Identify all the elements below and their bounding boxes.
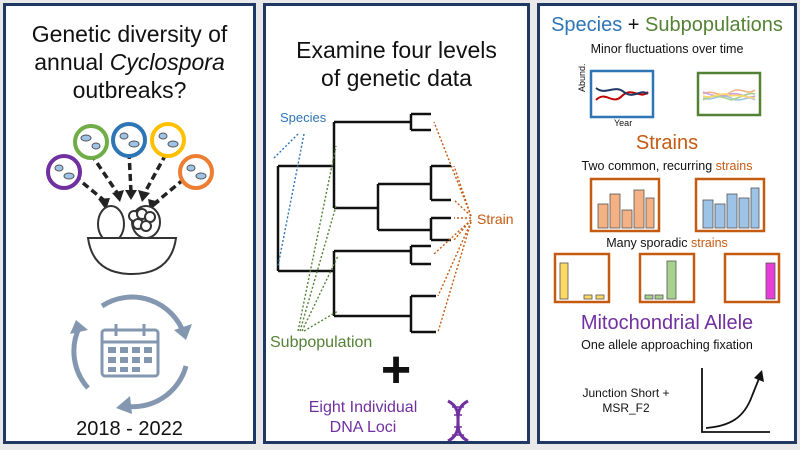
calendar-icon <box>100 324 160 378</box>
microbe-circle-icon <box>46 122 214 190</box>
annual-cycle-illustration <box>70 294 192 414</box>
species-line-chart <box>589 69 655 119</box>
dna-loci-line1: Eight Individual <box>308 399 418 416</box>
subtitle-sporadic-strains: Many sporadic strains <box>606 236 728 250</box>
mito-loci-label: Junction Short + MSR_F2 <box>566 386 686 416</box>
sporadic-strain-chart-yellow <box>553 252 611 304</box>
microbe-to-fruit-illustration <box>46 122 214 276</box>
subpopulation-line-chart <box>696 71 762 117</box>
panel-genetic-levels: Examine four levels of genetic data <box>263 3 530 444</box>
mito-loci-line1: Junction Short + <box>582 386 670 400</box>
word-strains-common: strains <box>715 159 753 173</box>
fixation-curve-chart <box>701 368 770 433</box>
dna-loci-line2: DNA Loci <box>329 419 397 436</box>
heading-mitochondrial-allele: Mitochondrial Allele <box>580 312 754 334</box>
panel2-title: Examine four levels of genetic data <box>266 36 527 92</box>
panel-results: Species + Subpopulations Minor fluctuati… <box>537 3 797 444</box>
panel-outbreak-question: Genetic diversity of annual Cyclospora o… <box>3 3 256 444</box>
common-strain-bar-chart-orange <box>589 177 661 233</box>
dna-loci-label: Eight Individual DNA Loci <box>288 398 438 438</box>
heading-plus: + <box>622 14 646 36</box>
heading-species: Species <box>551 14 623 36</box>
heading-subpopulations: Subpopulations <box>645 14 783 36</box>
subtitle-allele-fixation: One allele approaching fixation <box>581 338 753 352</box>
panel1-title-line3: outbreaks? <box>72 77 187 103</box>
phylogenetic-tree-icon <box>273 112 472 334</box>
label-species: Species <box>280 110 327 125</box>
panel2-title-line1: Examine four levels <box>296 37 497 63</box>
fruit-bowl-icon <box>86 205 178 276</box>
subtitle-minor-fluctuations: Minor fluctuations over time <box>590 42 744 56</box>
axis-year: Year <box>614 118 633 128</box>
common-strain-bar-chart-blue <box>694 177 766 233</box>
sporadic-strain-chart-pink <box>723 252 781 304</box>
heading-strains: Strains <box>635 132 699 154</box>
panel1-title-line2: annual Cyclospora <box>34 49 225 75</box>
years-range: 2018 - 2022 <box>76 418 183 440</box>
sporadic-strain-chart-green <box>638 252 696 304</box>
subtitle-common-strains: Two common, recurring strains <box>581 159 753 173</box>
word-strains-sporadic: strains <box>690 236 728 250</box>
panel2-title-line2: of genetic data <box>321 65 472 91</box>
panel1-title: Genetic diversity of annual Cyclospora o… <box>6 20 253 104</box>
dna-helix-icon <box>447 399 469 441</box>
cycle-arrows-icon <box>71 294 189 410</box>
mito-loci-line2: MSR_F2 <box>602 401 650 415</box>
label-strain: Strain <box>477 211 514 227</box>
panel1-title-line1: Genetic diversity of <box>31 21 228 47</box>
cyclospora-italic: Cyclospora <box>109 49 225 75</box>
plus-sign: + <box>380 341 412 399</box>
label-subpopulation: Subpopulation <box>270 334 373 351</box>
species-subpop-heading: Species + Subpopulations <box>540 14 794 37</box>
axis-abund: Abund. <box>577 63 587 92</box>
